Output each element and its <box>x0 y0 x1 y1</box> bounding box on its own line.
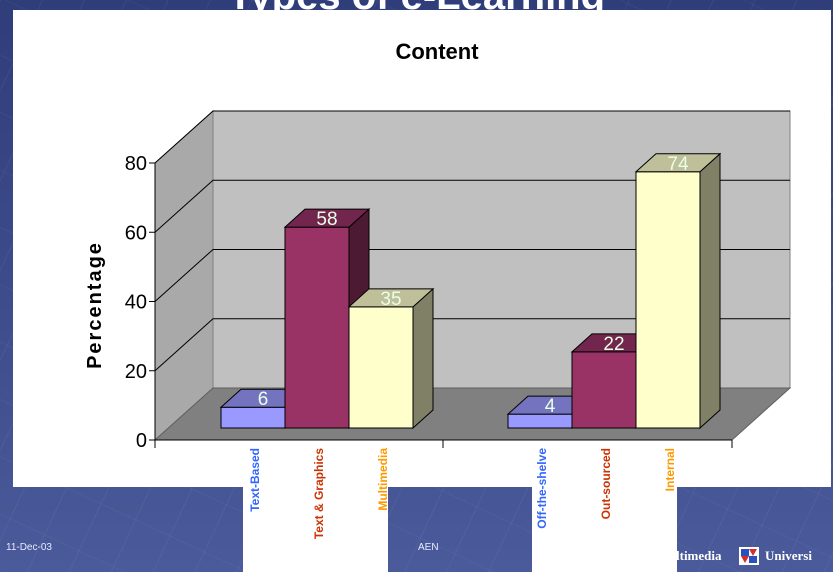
bar-top <box>634 153 722 173</box>
footer-date: 11-Dec-03 <box>6 542 52 553</box>
y-tick-label: 0 <box>136 430 147 452</box>
chart-title: Content <box>395 39 479 64</box>
category-label: Multimedia <box>376 448 390 511</box>
slide-title-fragment: Types of e-Learning <box>0 0 833 10</box>
bar-value-label: 74 <box>667 154 689 175</box>
bar-front <box>571 351 637 429</box>
bar-front <box>348 306 414 429</box>
category-label-box-source <box>532 437 677 572</box>
bar-value-label: 4 <box>545 396 556 417</box>
category-label-box-content <box>243 437 388 572</box>
footer-brand-right: Universi <box>765 548 812 563</box>
y-tick-label: 40 <box>125 292 147 314</box>
bar-side <box>412 287 434 430</box>
university-logo-icon <box>739 547 759 565</box>
category-label: Out-sourced <box>599 448 613 519</box>
bar-front <box>220 406 286 429</box>
bar-value-label: 22 <box>603 334 624 355</box>
y-axis-label: Percentage <box>84 241 106 369</box>
bar-front <box>284 226 350 429</box>
gridline <box>154 318 790 372</box>
footer-brand-left: ltimedia <box>676 548 722 563</box>
category-label: Off-the-shelve <box>535 448 549 529</box>
y-tick-label: 60 <box>125 222 147 244</box>
y-tick-label: 80 <box>125 153 147 175</box>
gridline <box>154 179 790 233</box>
bar-value-label: 35 <box>380 289 401 310</box>
y-tick-label: 20 <box>125 361 147 383</box>
bar-side <box>699 152 721 430</box>
bar-top <box>347 288 435 308</box>
category-label: Text-Based <box>248 448 262 512</box>
bar-value-label: 6 <box>258 389 269 410</box>
footer-author: AEN <box>418 542 439 553</box>
gridline <box>154 249 790 302</box>
bar-value-label: 58 <box>316 209 337 230</box>
bar-top <box>283 208 371 228</box>
gridline <box>154 110 790 164</box>
slide-title-strip: Types of e-Learning <box>0 0 833 10</box>
bar-front <box>507 413 573 429</box>
bar-front <box>635 171 701 429</box>
category-label: Internal <box>663 448 677 491</box>
category-label: Text & Graphics <box>312 448 326 539</box>
